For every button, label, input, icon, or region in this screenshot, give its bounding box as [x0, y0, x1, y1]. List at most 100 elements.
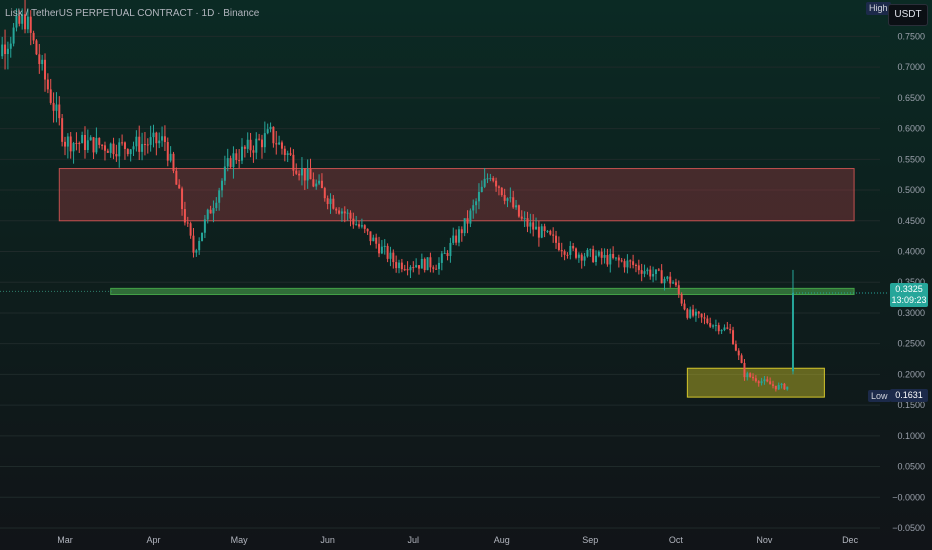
time-axis-label: Jun — [320, 535, 335, 545]
candle-body — [346, 212, 349, 214]
candle-body — [683, 303, 686, 310]
candle-body — [674, 282, 677, 286]
candle-body — [749, 373, 752, 377]
candle-body — [146, 144, 149, 146]
candle-body — [366, 228, 369, 232]
candle-body — [677, 285, 680, 295]
candle-body — [740, 355, 743, 363]
candle-body — [440, 253, 443, 263]
candle-body — [532, 222, 535, 230]
currency-selector[interactable]: USDT — [888, 4, 928, 26]
candle-body — [535, 226, 538, 230]
candle-body — [115, 154, 118, 157]
candle-body — [597, 251, 600, 256]
candle-body — [49, 89, 52, 103]
candle-body — [774, 385, 777, 390]
candle-body — [392, 252, 395, 263]
candle-body — [135, 136, 138, 147]
candle-body — [89, 137, 92, 141]
candle-body — [455, 235, 458, 243]
candle-body — [218, 190, 221, 203]
candle-body — [714, 325, 717, 327]
candle-body — [512, 197, 515, 208]
candle-body — [300, 168, 303, 176]
candle-body — [323, 188, 326, 199]
candle-body — [203, 219, 206, 233]
candle-body — [752, 376, 755, 379]
time-axis-label: Oct — [669, 535, 684, 545]
candle-body — [729, 328, 732, 331]
candle-body — [529, 222, 532, 227]
time-axis: Mar Apr May Jun Jul Aug Sep Oct Nov Dec — [57, 535, 858, 545]
candle-body — [206, 209, 209, 220]
candle-body — [186, 222, 189, 224]
candle-body — [720, 330, 723, 332]
candle-body — [215, 202, 218, 209]
candle-body — [41, 59, 44, 65]
price-axis-label: 0.3000 — [897, 308, 925, 318]
price-axis-label: 0.1000 — [897, 431, 925, 441]
candle-body — [632, 261, 635, 265]
candle-body — [506, 198, 509, 201]
current-price-badge: 0.3325 13:09:23 — [890, 283, 928, 307]
candle-body — [32, 32, 35, 41]
candle-body — [786, 386, 789, 390]
candle-body — [566, 254, 569, 256]
candle-body — [689, 309, 692, 318]
candle-body — [435, 268, 438, 270]
candle-body — [686, 309, 689, 318]
candle-body — [172, 153, 175, 171]
candle-body — [732, 330, 735, 345]
candle-body — [372, 237, 375, 242]
candle-body — [286, 153, 289, 155]
candle-body — [472, 205, 475, 211]
candle-body — [255, 138, 258, 153]
candle-body — [260, 139, 263, 148]
candle-body — [540, 226, 543, 238]
candle-body — [386, 245, 389, 259]
candle-body — [81, 134, 84, 144]
candle-body — [589, 249, 592, 251]
candle-body — [672, 282, 675, 284]
price-axis-label: 0.4000 — [897, 246, 925, 256]
candle-body — [697, 311, 700, 314]
candle-body — [603, 254, 606, 258]
candle-body — [526, 218, 529, 227]
candle-body — [563, 251, 566, 255]
candle-body — [552, 234, 555, 236]
candle-body — [92, 137, 95, 153]
candle-body — [766, 379, 769, 382]
candle-body — [343, 211, 346, 214]
candle-body — [614, 257, 617, 259]
candle-body — [61, 118, 64, 142]
candle-body — [743, 362, 746, 378]
time-axis-label: Aug — [494, 535, 510, 545]
candle-body — [549, 230, 552, 235]
price-axis: 0.7500 0.7000 0.6500 0.6000 0.5500 0.5000 0.45… — [892, 31, 925, 533]
candle-body — [546, 230, 549, 232]
candle-body — [312, 179, 315, 187]
candle-body — [592, 249, 595, 262]
candle-body — [403, 269, 406, 271]
candle-body — [503, 195, 506, 201]
candle-body — [380, 246, 383, 254]
price-axis-label: 0.6500 — [897, 93, 925, 103]
candle-body — [332, 198, 335, 209]
candle-body — [783, 383, 786, 390]
candle-body — [338, 210, 341, 214]
candle-body — [600, 251, 603, 258]
candle-body — [643, 271, 646, 274]
candle-body — [275, 143, 278, 145]
candle-body — [9, 43, 12, 49]
candle-body — [412, 267, 415, 269]
candle-body — [278, 142, 281, 145]
candle-body — [249, 139, 252, 151]
candle-body — [55, 104, 58, 111]
candle-body — [646, 269, 649, 272]
candle-body — [389, 252, 392, 259]
price-axis-label: −0.0000 — [892, 492, 925, 502]
candle-body — [101, 144, 104, 146]
time-axis-label: Mar — [57, 535, 73, 545]
chart-title: Lisk / TetherUS PERPETUAL CONTRACT · 1D … — [5, 8, 260, 19]
